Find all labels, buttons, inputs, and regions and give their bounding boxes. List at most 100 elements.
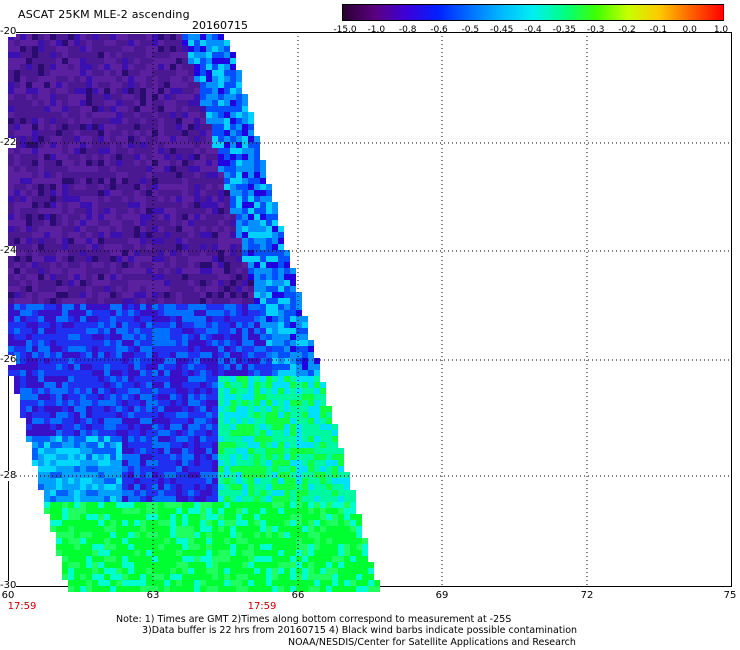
swath-cell xyxy=(110,70,116,76)
swath-cell xyxy=(170,394,176,400)
swath-cell xyxy=(236,490,242,496)
swath-cell xyxy=(8,334,14,340)
swath-cell xyxy=(68,364,74,370)
swath-cell xyxy=(230,280,236,286)
swath-cell xyxy=(128,100,134,106)
swath-cell xyxy=(104,370,110,376)
swath-cell xyxy=(206,250,212,256)
swath-cell xyxy=(128,64,134,70)
swath-cell xyxy=(86,172,92,178)
swath-cell xyxy=(308,496,314,502)
swath-cell xyxy=(206,556,212,562)
swath-cell xyxy=(350,586,356,592)
swath-cell xyxy=(260,256,266,262)
swath-cell xyxy=(32,220,38,226)
swath-cell xyxy=(236,580,242,586)
swath-cell xyxy=(242,256,248,262)
swath-cell xyxy=(200,502,206,508)
swath-cell xyxy=(242,340,248,346)
swath-cell xyxy=(134,514,140,520)
swath-cell xyxy=(56,220,62,226)
swath-cell xyxy=(146,286,152,292)
swath-cell xyxy=(128,112,134,118)
swath-cell xyxy=(134,358,140,364)
swath-cell xyxy=(206,466,212,472)
swath-cell xyxy=(32,460,38,466)
swath-cell xyxy=(26,262,32,268)
swath-cell xyxy=(254,460,260,466)
swath-cell xyxy=(122,250,128,256)
swath-cell xyxy=(116,184,122,190)
swath-cell xyxy=(104,256,110,262)
swath-cell xyxy=(68,388,74,394)
swath-cell xyxy=(80,358,86,364)
swath-cell xyxy=(26,88,32,94)
swath-cell xyxy=(182,526,188,532)
swath-cell xyxy=(68,208,74,214)
swath-cell xyxy=(176,106,182,112)
swath-cell xyxy=(14,130,20,136)
swath-cell xyxy=(128,556,134,562)
swath-cell xyxy=(236,124,242,130)
swath-cell xyxy=(170,226,176,232)
swath-cell xyxy=(62,328,68,334)
swath-cell xyxy=(266,586,272,592)
swath-cell xyxy=(104,550,110,556)
swath-cell xyxy=(308,460,314,466)
swath-cell xyxy=(164,328,170,334)
swath-cell xyxy=(86,160,92,166)
swath-cell xyxy=(56,70,62,76)
swath-cell xyxy=(284,574,290,580)
swath-cell xyxy=(272,340,278,346)
swath-cell xyxy=(68,298,74,304)
swath-cell xyxy=(32,208,38,214)
swath-cell xyxy=(278,586,284,592)
swath-cell xyxy=(314,508,320,514)
swath-cell xyxy=(56,82,62,88)
swath-cell xyxy=(242,568,248,574)
swath-cell xyxy=(200,520,206,526)
swath-cell xyxy=(290,430,296,436)
swath-cell xyxy=(104,460,110,466)
swath-cell xyxy=(92,322,98,328)
swath-cell xyxy=(104,274,110,280)
swath-cell xyxy=(116,46,122,52)
colorbar-label: -0.2 xyxy=(618,25,636,35)
swath-cell xyxy=(50,490,56,496)
swath-cell xyxy=(116,340,122,346)
swath-cell xyxy=(62,286,68,292)
swath-cell xyxy=(362,538,368,544)
swath-cell xyxy=(182,238,188,244)
swath-cell xyxy=(266,382,272,388)
swath-cell xyxy=(278,454,284,460)
swath-cell xyxy=(128,292,134,298)
swath-cell xyxy=(134,58,140,64)
swath-cell xyxy=(212,538,218,544)
swath-cell xyxy=(128,364,134,370)
swath-cell xyxy=(206,580,212,586)
swath-cell xyxy=(254,340,260,346)
swath-cell xyxy=(110,244,116,250)
swath-cell xyxy=(206,502,212,508)
swath-cell xyxy=(200,382,206,388)
swath-cell xyxy=(74,556,80,562)
swath-cell xyxy=(110,130,116,136)
swath-cell xyxy=(248,328,254,334)
swath-cell xyxy=(152,520,158,526)
swath-cell xyxy=(128,322,134,328)
swath-cell xyxy=(218,382,224,388)
swath-cell xyxy=(212,232,218,238)
swath-cell xyxy=(188,388,194,394)
swath-cell xyxy=(32,298,38,304)
swath-cell xyxy=(146,370,152,376)
swath-cell xyxy=(188,178,194,184)
swath-cell xyxy=(224,100,230,106)
swath-cell xyxy=(128,466,134,472)
swath-cell xyxy=(194,34,200,40)
swath-cell xyxy=(86,142,92,148)
swath-cell xyxy=(176,250,182,256)
swath-cell xyxy=(116,304,122,310)
swath-cell xyxy=(158,196,164,202)
swath-cell xyxy=(290,412,296,418)
swath-cell xyxy=(62,508,68,514)
